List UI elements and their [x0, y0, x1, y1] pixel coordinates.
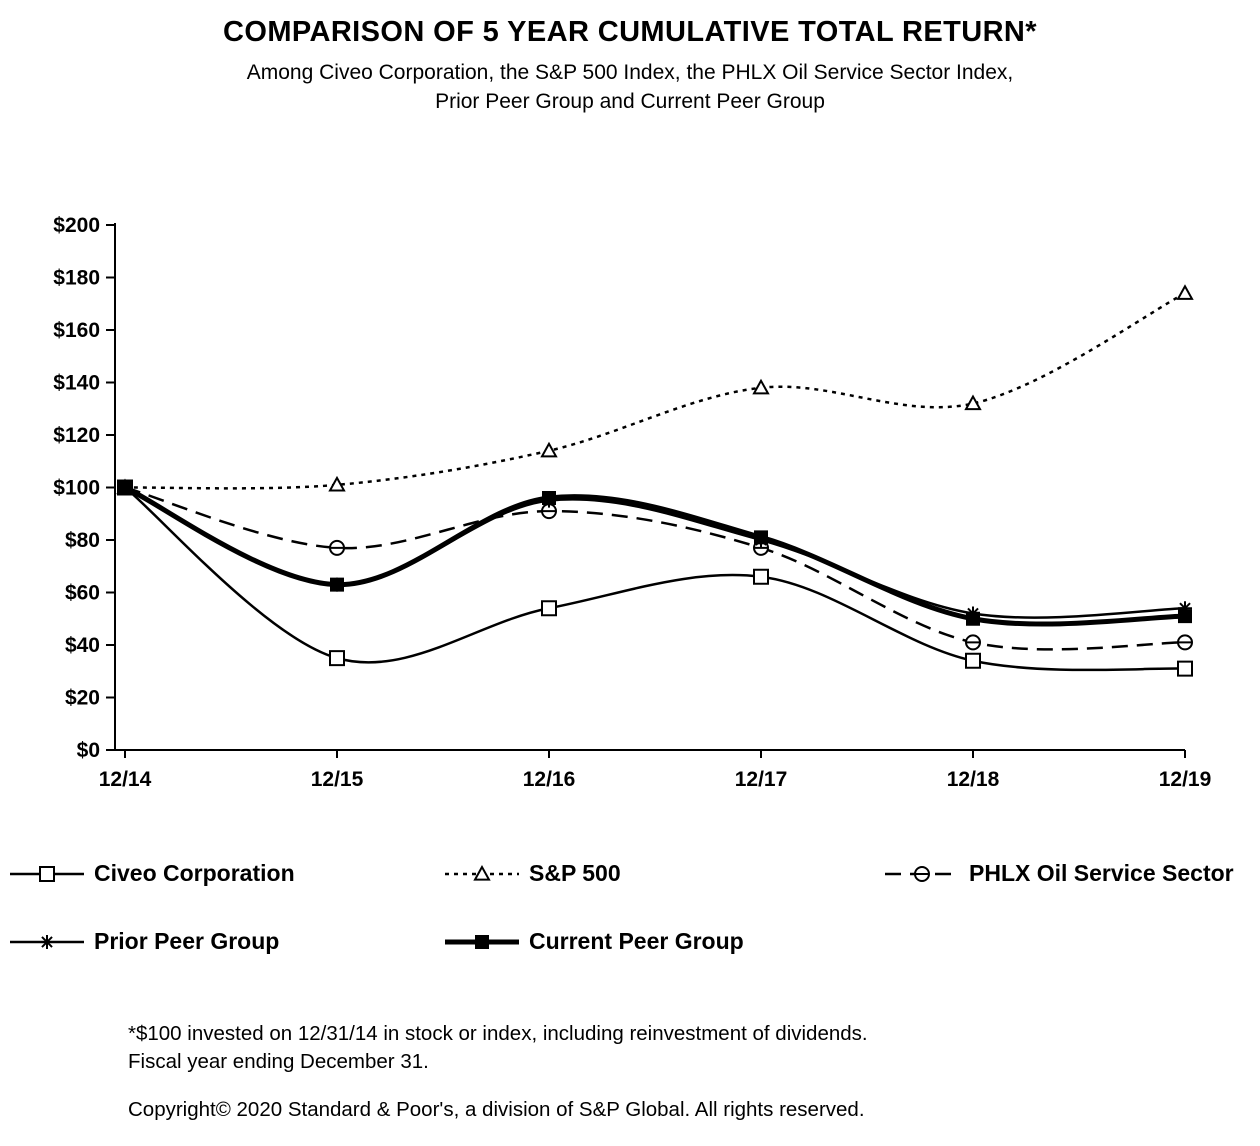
chart-subtitle-line1: Among Civeo Corporation, the S&P 500 Ind… [246, 61, 1014, 84]
copyright-note: Copyright© 2020 Standard & Poor's, a div… [128, 1098, 865, 1121]
svg-text:$120: $120 [53, 424, 100, 447]
svg-text:$100: $100 [53, 477, 100, 500]
filled-square-legend-marker-icon [445, 934, 519, 949]
legend-label: Current Peer Group [529, 928, 744, 954]
legend-item-4: Current Peer Group [443, 928, 744, 955]
chart-title: COMPARISON OF 5 YEAR CUMULATIVE TOTAL RE… [223, 16, 1037, 48]
legend-item-0: Civeo Corporation [8, 860, 295, 887]
footnote-line2: Fiscal year ending December 31. [128, 1050, 429, 1073]
legend-item-1: S&P 500 [443, 860, 621, 887]
legend-label: Civeo Corporation [94, 860, 295, 886]
asterisk-legend-marker-icon [10, 934, 84, 949]
chart-subtitle-line2: Prior Peer Group and Current Peer Group [435, 90, 825, 113]
svg-text:12/18: 12/18 [947, 768, 1000, 791]
legend-item-3: Prior Peer Group [8, 928, 279, 955]
svg-text:12/16: 12/16 [523, 768, 576, 791]
svg-text:$200: $200 [53, 214, 100, 237]
legend-label: Prior Peer Group [94, 928, 280, 954]
chart-header: COMPARISON OF 5 YEAR CUMULATIVE TOTAL RE… [0, 16, 1260, 116]
svg-text:$160: $160 [53, 319, 100, 342]
line-chart-plot: $0 $20 $40 $60 $80 $100 $120 $140 $160 $180 $200 12… [53, 214, 1212, 791]
svg-text:$0: $0 [77, 739, 100, 762]
svg-text:12/14: 12/14 [99, 768, 152, 791]
svg-text:$20: $20 [65, 687, 100, 710]
svg-text:$60: $60 [65, 582, 100, 605]
chart-subtitle: Among Civeo Corporation, the S&P 500 Ind… [0, 58, 1260, 116]
svg-text:12/19: 12/19 [1159, 768, 1212, 791]
svg-text:$140: $140 [53, 372, 100, 395]
svg-text:$40: $40 [65, 634, 100, 657]
open-circle-legend-marker-icon [885, 865, 959, 882]
open-square-legend-marker-icon [10, 865, 84, 882]
legend-label: S&P 500 [529, 860, 621, 886]
svg-text:12/15: 12/15 [311, 768, 364, 791]
svg-text:12/17: 12/17 [735, 768, 788, 791]
svg-text:$180: $180 [53, 267, 100, 290]
legend-item-2: PHLX Oil Service Sector [883, 860, 1234, 887]
open-triangle-legend-marker-icon [445, 864, 519, 881]
footnote-line1: *$100 invested on 12/31/14 in stock or i… [128, 1022, 868, 1045]
svg-text:$80: $80 [65, 529, 100, 552]
legend-label: PHLX Oil Service Sector [969, 860, 1234, 886]
